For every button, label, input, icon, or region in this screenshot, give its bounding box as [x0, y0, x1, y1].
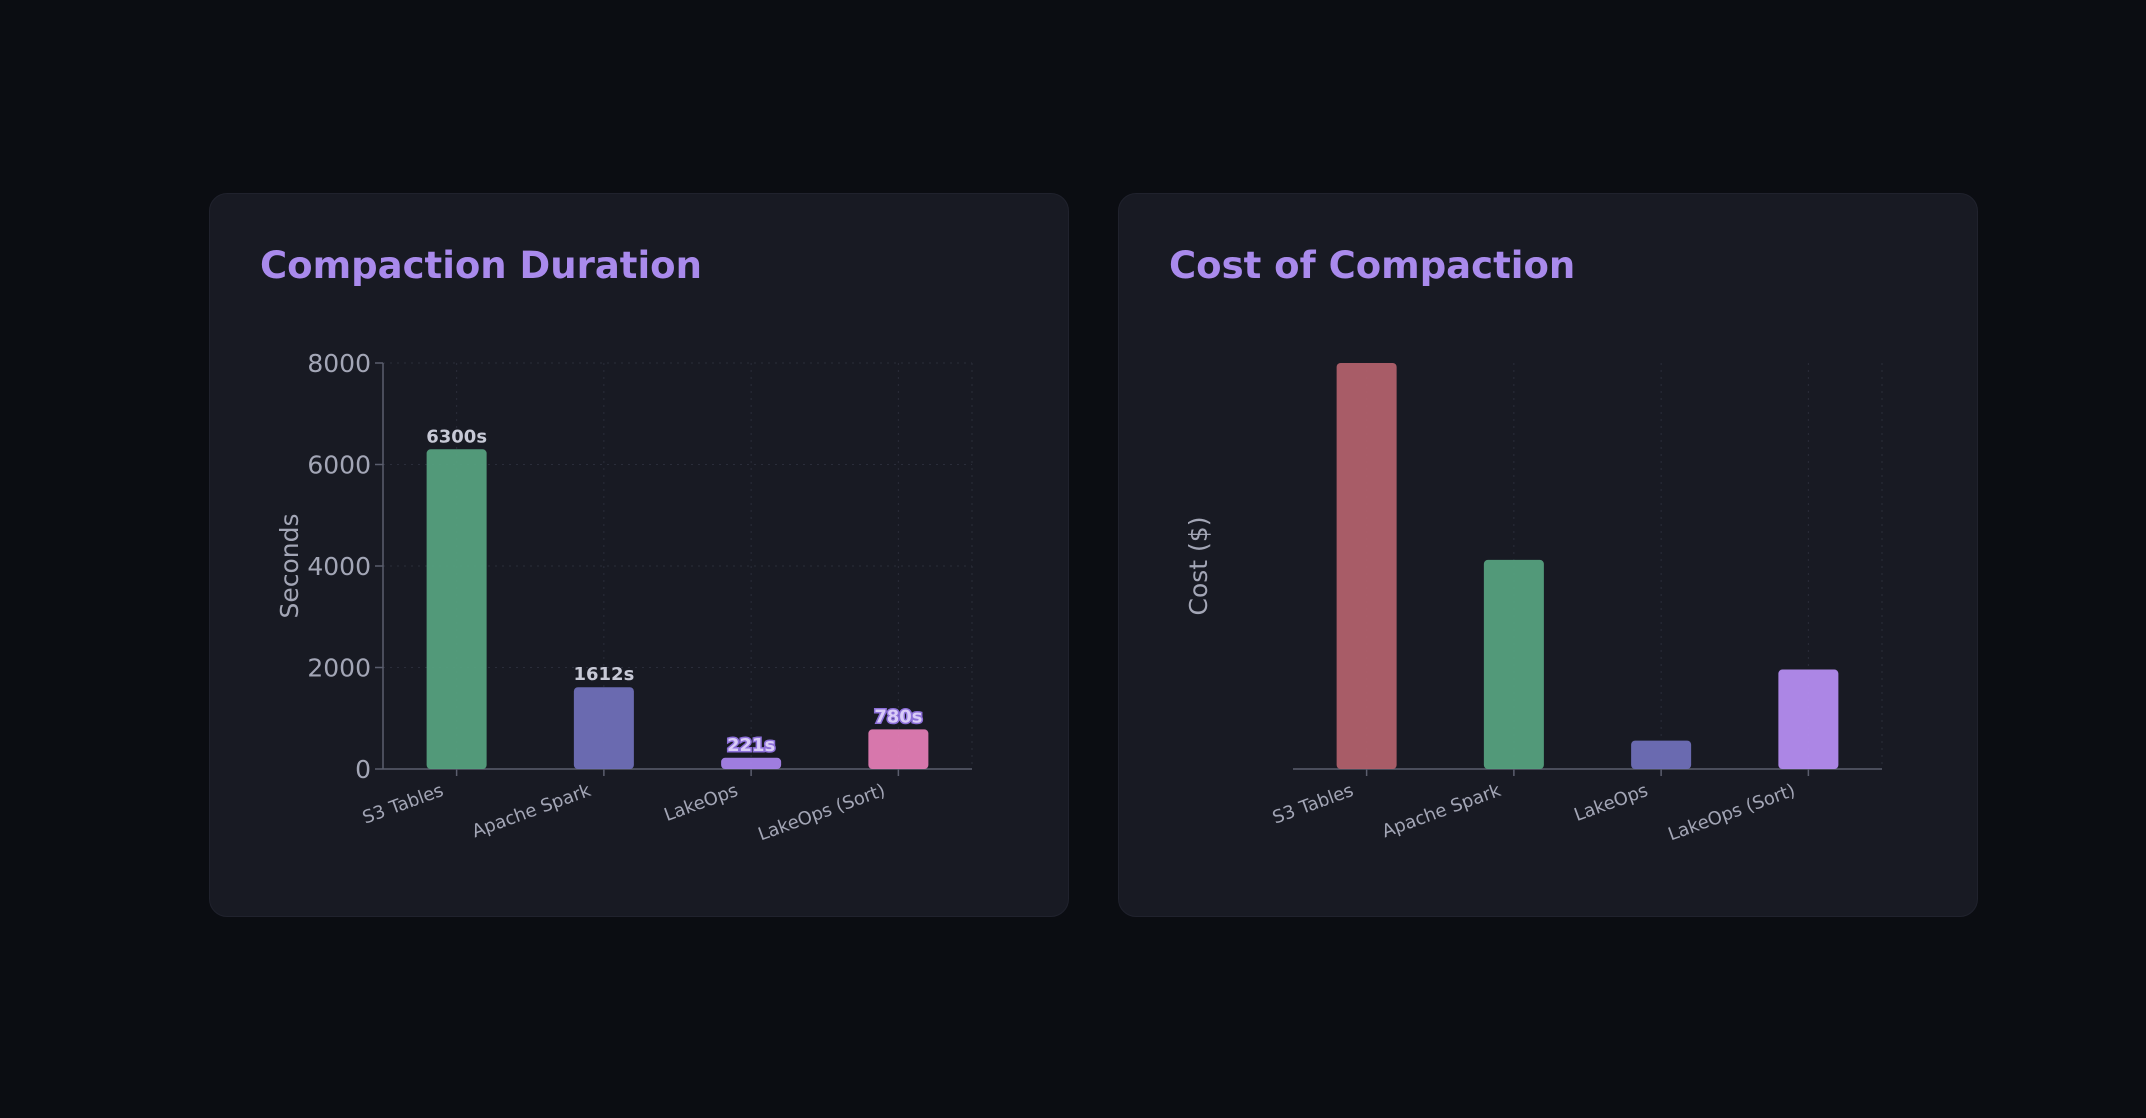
- bar-lakeops-sort: [868, 729, 929, 769]
- data-label-lakeops: 221s: [727, 735, 775, 756]
- bar-apache-spark: [1483, 559, 1544, 769]
- duration-chart: 0 2000 4000 6000 8000 Seconds S3 Tables 6300s Ap…: [275, 349, 973, 845]
- bar-lakeops-sort: [1778, 669, 1839, 769]
- duration-chart-title: Compaction Duration: [260, 244, 702, 287]
- bar-lakeops: [1631, 740, 1692, 769]
- x-tick-label-apache-spark: Apache Spark: [469, 780, 594, 843]
- bar-lakeops: [721, 757, 782, 769]
- y-tick-label: 2000: [307, 654, 371, 683]
- data-label-s3-tables: 6300s: [426, 426, 487, 447]
- x-tick-label-s3-tables: S3 Tables: [1270, 780, 1357, 829]
- duration-chart-panel: Compaction Duration 0 2000 4000 6000 8000 Sec…: [209, 193, 1069, 917]
- data-label-lakeops-sort: 780s: [874, 706, 922, 727]
- cost-chart-panel: Cost of Compaction Cost ($) S3 Tables Apac…: [1118, 193, 1978, 917]
- x-tick-label-lakeops: LakeOps: [661, 780, 740, 826]
- x-tick-label-lakeops-sort: LakeOps (Sort): [1665, 780, 1798, 845]
- y-tick-label: 4000: [307, 552, 371, 581]
- x-tick-label-s3-tables: S3 Tables: [360, 780, 447, 829]
- x-tick-label-lakeops-sort: LakeOps (Sort): [755, 780, 888, 845]
- y-tick-label: 6000: [307, 451, 371, 480]
- y-tick-label: 0: [355, 755, 371, 784]
- x-tick-label-apache-spark: Apache Spark: [1379, 780, 1504, 843]
- x-tick-label-lakeops: LakeOps: [1571, 780, 1650, 826]
- y-axis-title: Seconds: [275, 513, 304, 618]
- bar-s3-tables: [1336, 363, 1397, 769]
- data-label-apache-spark: 1612s: [573, 664, 634, 685]
- cost-chart-title: Cost of Compaction: [1169, 244, 1576, 287]
- y-tick-label: 8000: [307, 349, 371, 378]
- y-axis-title: Cost ($): [1184, 517, 1213, 616]
- bar-apache-spark: [573, 687, 634, 769]
- cost-chart: Cost ($) S3 Tables Apache Spark LakeOps Lake…: [1184, 363, 1883, 845]
- bar-s3-tables: [426, 449, 487, 769]
